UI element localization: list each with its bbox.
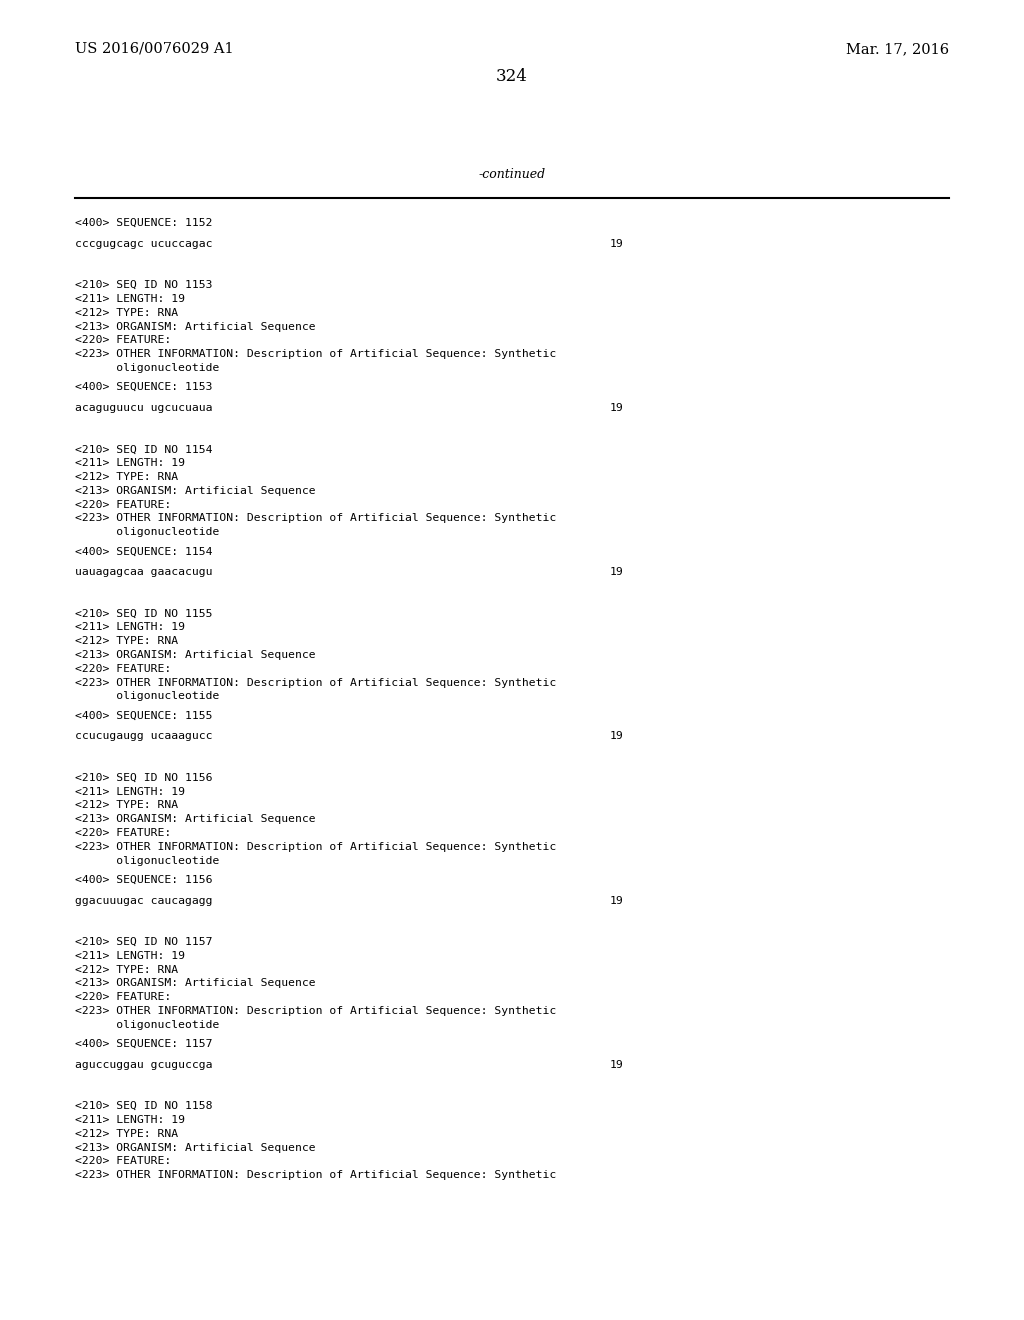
Text: <212> TYPE: RNA: <212> TYPE: RNA: [75, 308, 178, 318]
Text: <213> ORGANISM: Artificial Sequence: <213> ORGANISM: Artificial Sequence: [75, 978, 315, 989]
Text: oligonucleotide: oligonucleotide: [75, 363, 219, 372]
Text: <213> ORGANISM: Artificial Sequence: <213> ORGANISM: Artificial Sequence: [75, 649, 315, 660]
Text: uauagagcaa gaacacugu: uauagagcaa gaacacugu: [75, 568, 213, 577]
Text: <220> FEATURE:: <220> FEATURE:: [75, 664, 171, 673]
Text: ccucugaugg ucaaagucc: ccucugaugg ucaaagucc: [75, 731, 213, 742]
Text: 19: 19: [610, 731, 624, 742]
Text: <210> SEQ ID NO 1157: <210> SEQ ID NO 1157: [75, 937, 213, 946]
Text: <210> SEQ ID NO 1156: <210> SEQ ID NO 1156: [75, 772, 213, 783]
Text: <223> OTHER INFORMATION: Description of Artificial Sequence: Synthetic: <223> OTHER INFORMATION: Description of …: [75, 677, 556, 688]
Text: oligonucleotide: oligonucleotide: [75, 527, 219, 537]
Text: -continued: -continued: [478, 168, 546, 181]
Text: <223> OTHER INFORMATION: Description of Artificial Sequence: Synthetic: <223> OTHER INFORMATION: Description of …: [75, 842, 556, 851]
Text: oligonucleotide: oligonucleotide: [75, 855, 219, 866]
Text: <210> SEQ ID NO 1153: <210> SEQ ID NO 1153: [75, 280, 213, 290]
Text: <211> LENGTH: 19: <211> LENGTH: 19: [75, 787, 185, 796]
Text: <213> ORGANISM: Artificial Sequence: <213> ORGANISM: Artificial Sequence: [75, 814, 315, 824]
Text: <400> SEQUENCE: 1154: <400> SEQUENCE: 1154: [75, 546, 213, 557]
Text: <212> TYPE: RNA: <212> TYPE: RNA: [75, 1129, 178, 1139]
Text: <223> OTHER INFORMATION: Description of Artificial Sequence: Synthetic: <223> OTHER INFORMATION: Description of …: [75, 513, 556, 523]
Text: 19: 19: [610, 403, 624, 413]
Text: 19: 19: [610, 895, 624, 906]
Text: <211> LENGTH: 19: <211> LENGTH: 19: [75, 1115, 185, 1125]
Text: <211> LENGTH: 19: <211> LENGTH: 19: [75, 294, 185, 304]
Text: <400> SEQUENCE: 1152: <400> SEQUENCE: 1152: [75, 218, 213, 228]
Text: 19: 19: [610, 239, 624, 248]
Text: cccgugcagc ucuccagac: cccgugcagc ucuccagac: [75, 239, 213, 248]
Text: <220> FEATURE:: <220> FEATURE:: [75, 499, 171, 510]
Text: <210> SEQ ID NO 1158: <210> SEQ ID NO 1158: [75, 1101, 213, 1111]
Text: ggacuuugac caucagagg: ggacuuugac caucagagg: [75, 895, 213, 906]
Text: <212> TYPE: RNA: <212> TYPE: RNA: [75, 473, 178, 482]
Text: Mar. 17, 2016: Mar. 17, 2016: [846, 42, 949, 55]
Text: <211> LENGTH: 19: <211> LENGTH: 19: [75, 622, 185, 632]
Text: US 2016/0076029 A1: US 2016/0076029 A1: [75, 42, 233, 55]
Text: <220> FEATURE:: <220> FEATURE:: [75, 335, 171, 346]
Text: <213> ORGANISM: Artificial Sequence: <213> ORGANISM: Artificial Sequence: [75, 486, 315, 496]
Text: <223> OTHER INFORMATION: Description of Artificial Sequence: Synthetic: <223> OTHER INFORMATION: Description of …: [75, 348, 556, 359]
Text: 19: 19: [610, 568, 624, 577]
Text: <213> ORGANISM: Artificial Sequence: <213> ORGANISM: Artificial Sequence: [75, 322, 315, 331]
Text: <212> TYPE: RNA: <212> TYPE: RNA: [75, 636, 178, 645]
Text: oligonucleotide: oligonucleotide: [75, 1020, 219, 1030]
Text: acaguguucu ugcucuaua: acaguguucu ugcucuaua: [75, 403, 213, 413]
Text: <220> FEATURE:: <220> FEATURE:: [75, 828, 171, 838]
Text: <400> SEQUENCE: 1155: <400> SEQUENCE: 1155: [75, 710, 213, 721]
Text: <400> SEQUENCE: 1157: <400> SEQUENCE: 1157: [75, 1039, 213, 1049]
Text: 324: 324: [496, 69, 528, 84]
Text: <210> SEQ ID NO 1154: <210> SEQ ID NO 1154: [75, 445, 213, 454]
Text: <212> TYPE: RNA: <212> TYPE: RNA: [75, 965, 178, 974]
Text: <220> FEATURE:: <220> FEATURE:: [75, 993, 171, 1002]
Text: <211> LENGTH: 19: <211> LENGTH: 19: [75, 950, 185, 961]
Text: <223> OTHER INFORMATION: Description of Artificial Sequence: Synthetic: <223> OTHER INFORMATION: Description of …: [75, 1171, 556, 1180]
Text: <220> FEATURE:: <220> FEATURE:: [75, 1156, 171, 1167]
Text: aguccuggau gcuguccga: aguccuggau gcuguccga: [75, 1060, 213, 1069]
Text: <210> SEQ ID NO 1155: <210> SEQ ID NO 1155: [75, 609, 213, 619]
Text: <223> OTHER INFORMATION: Description of Artificial Sequence: Synthetic: <223> OTHER INFORMATION: Description of …: [75, 1006, 556, 1016]
Text: 19: 19: [610, 1060, 624, 1069]
Text: <213> ORGANISM: Artificial Sequence: <213> ORGANISM: Artificial Sequence: [75, 1143, 315, 1152]
Text: <212> TYPE: RNA: <212> TYPE: RNA: [75, 800, 178, 810]
Text: <400> SEQUENCE: 1153: <400> SEQUENCE: 1153: [75, 383, 213, 392]
Text: <211> LENGTH: 19: <211> LENGTH: 19: [75, 458, 185, 469]
Text: oligonucleotide: oligonucleotide: [75, 692, 219, 701]
Text: <400> SEQUENCE: 1156: <400> SEQUENCE: 1156: [75, 875, 213, 884]
